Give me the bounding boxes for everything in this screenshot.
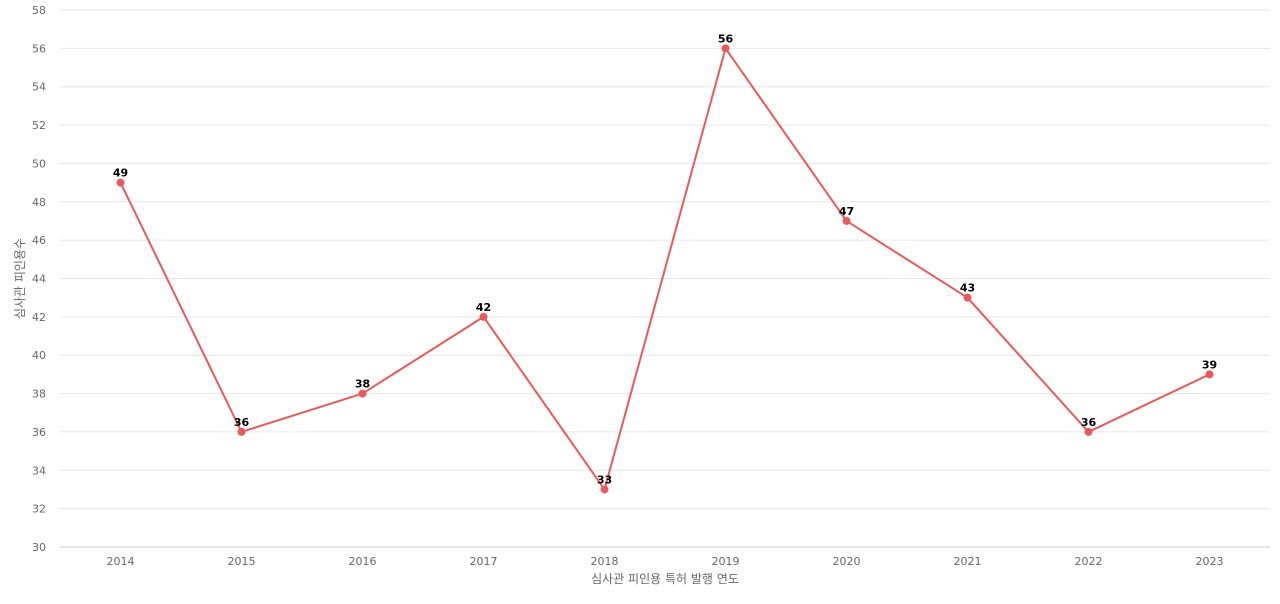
y-axis-title: 심사관 피인용수: [13, 238, 27, 319]
data-point[interactable]: [479, 312, 488, 321]
x-axis-title: 심사관 피인용 특허 발행 연도: [591, 571, 739, 586]
y-tick-label: 44: [32, 273, 46, 286]
data-point[interactable]: [1205, 370, 1214, 379]
y-tick-label: 52: [32, 119, 46, 132]
x-tick-label: 2019: [712, 555, 740, 568]
data-label: 38: [355, 378, 370, 391]
data-label: 56: [718, 32, 734, 45]
y-tick-label: 36: [32, 426, 46, 439]
data-point[interactable]: [600, 485, 609, 494]
data-point[interactable]: [721, 44, 730, 53]
data-label: 42: [476, 301, 491, 314]
y-tick-label: 50: [32, 157, 46, 170]
data-label: 33: [597, 473, 612, 486]
x-tick-label: 2017: [470, 555, 498, 568]
y-tick-label: 32: [32, 503, 46, 516]
y-tick-label: 30: [32, 541, 46, 554]
y-tick-label: 46: [32, 234, 46, 247]
data-point[interactable]: [842, 216, 851, 225]
x-tick-label: 2021: [954, 555, 982, 568]
y-tick-label: 34: [32, 464, 46, 477]
series-line: [119, 47, 1210, 491]
data-label: 36: [234, 416, 250, 429]
x-tick-label: 2022: [1075, 555, 1103, 568]
data-label: 47: [839, 205, 854, 218]
points-layer: [116, 44, 1214, 494]
data-label: 36: [1081, 416, 1097, 429]
data-point[interactable]: [116, 178, 125, 187]
x-tick-label: 2023: [1196, 555, 1224, 568]
data-label: 39: [1202, 358, 1217, 371]
y-axis-ticks: 30 32 34 36 38 40 42 44 46 48 50 52 54 56 58: [32, 4, 46, 554]
data-label: 43: [960, 282, 975, 295]
x-tick-label: 2016: [349, 555, 377, 568]
y-tick-label: 56: [32, 42, 46, 55]
data-label: 49: [113, 167, 128, 180]
y-tick-label: 40: [32, 349, 46, 362]
data-point[interactable]: [358, 389, 367, 398]
y-tick-label: 42: [32, 311, 46, 324]
y-tick-label: 38: [32, 388, 46, 401]
series-layer: [119, 47, 1210, 491]
data-labels: 49 36 38 42 33 56 47 43 36 39: [113, 32, 1217, 486]
y-tick-label: 58: [32, 4, 46, 17]
x-tick-label: 2014: [107, 555, 135, 568]
data-point[interactable]: [1084, 427, 1093, 436]
data-point[interactable]: [237, 427, 246, 436]
x-tick-label: 2020: [833, 555, 861, 568]
x-tick-label: 2015: [228, 555, 256, 568]
gridlines: [60, 9, 1270, 548]
x-tick-label: 2018: [591, 555, 619, 568]
x-axis-ticks: 2014 2015 2016 2017 2018 2019 2020 2021 2022 2023: [107, 555, 1224, 568]
data-point[interactable]: [963, 293, 972, 302]
y-tick-label: 54: [32, 81, 46, 94]
y-tick-label: 48: [32, 196, 46, 209]
